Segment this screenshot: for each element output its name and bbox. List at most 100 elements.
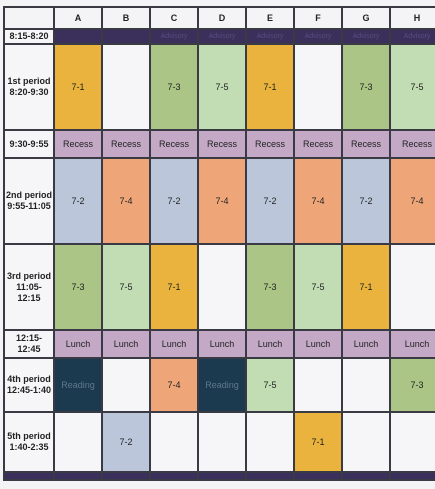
schedule-cell: Reading: [53, 357, 103, 413]
schedule-cell: Lunch: [389, 329, 435, 359]
corner-cell: [3, 6, 55, 30]
schedule-cell: Advisory: [389, 28, 435, 45]
schedule-cell: Recess: [389, 129, 435, 159]
schedule-cell: Recess: [101, 129, 151, 159]
schedule-cell: Lunch: [101, 329, 151, 359]
time-label: 5th period 1:40-2:35: [3, 411, 55, 473]
schedule-cell: 7-4: [197, 157, 247, 245]
schedule-cell: 7-1: [341, 243, 391, 331]
schedule-cell: [197, 411, 247, 473]
schedule-cell: Lunch: [245, 329, 295, 359]
recess-row: 9:30-9:55 Recess Recess Recess Recess Re…: [3, 129, 435, 159]
second-period-row: 2nd period 9:55-11:05 7-2 7-4 7-2 7-4 7-2…: [3, 157, 435, 245]
first-period-row: 1st period 8:20-9:30 7-1 7-3 7-5 7-1 7-3 …: [3, 43, 435, 131]
time-label: 12:15-12:45: [3, 329, 55, 359]
schedule-cell: 7-2: [149, 157, 199, 245]
lunch-row: 12:15-12:45 Lunch Lunch Lunch Lunch Lunc…: [3, 329, 435, 359]
schedule-cell: 7-2: [53, 157, 103, 245]
column-header-f: F: [293, 6, 343, 30]
schedule-cell: Advisory: [245, 28, 295, 45]
schedule-cell: 7-1: [53, 43, 103, 131]
schedule-cell: Recess: [245, 129, 295, 159]
schedule-cell: 7-3: [53, 243, 103, 331]
column-header-b: B: [101, 6, 151, 30]
time-label: 1st period 8:20-9:30: [3, 43, 55, 131]
fifth-period-row: 5th period 1:40-2:35 7-2 7-1: [3, 411, 435, 473]
schedule-cell: Recess: [197, 129, 247, 159]
band-cell: [3, 471, 55, 481]
schedule-cell: 7-3: [149, 43, 199, 131]
schedule-cell: 7-2: [101, 411, 151, 473]
schedule-cell: Lunch: [197, 329, 247, 359]
schedule-cell: [101, 43, 151, 131]
time-label: 2nd period 9:55-11:05: [3, 157, 55, 245]
schedule-cell: Advisory: [197, 28, 247, 45]
schedule-cell: 7-5: [245, 357, 295, 413]
schedule-cell: 7-4: [389, 157, 435, 245]
band-cell: [53, 471, 103, 481]
schedule-cell: Recess: [149, 129, 199, 159]
schedule-cell: Lunch: [341, 329, 391, 359]
schedule-cell: [293, 43, 343, 131]
band-cell: [149, 471, 199, 481]
schedule-cell: 7-5: [389, 43, 435, 131]
schedule-cell: Lunch: [293, 329, 343, 359]
schedule-cell: [389, 411, 435, 473]
schedule-cell: 7-1: [293, 411, 343, 473]
schedule-cell: Lunch: [149, 329, 199, 359]
band-cell: [197, 471, 247, 481]
schedule-cell: [197, 243, 247, 331]
time-label: 4th period 12:45-1:40: [3, 357, 55, 413]
third-period-row: 3rd period 11:05-12:15 7-3 7-5 7-1 7-3 7-…: [3, 243, 435, 331]
bottom-band-row: [3, 471, 435, 481]
schedule-cell: [101, 28, 151, 45]
column-header-g: G: [341, 6, 391, 30]
column-header-c: C: [149, 6, 199, 30]
schedule-cell: Advisory: [149, 28, 199, 45]
schedule-cell: 7-2: [245, 157, 295, 245]
advisory-row: 8:15-8:20 Advisory Advisory Advisory Adv…: [3, 28, 435, 45]
schedule-cell: Recess: [53, 129, 103, 159]
schedule-cell: 7-4: [101, 157, 151, 245]
band-cell: [341, 471, 391, 481]
schedule-cell: [101, 357, 151, 413]
schedule-cell: Advisory: [293, 28, 343, 45]
schedule-table: A B C D E F G H 8:15-8:20 Advisory Advis…: [3, 6, 435, 481]
schedule-cell: 7-4: [293, 157, 343, 245]
schedule-cell: [341, 411, 391, 473]
schedule-cell: 7-2: [341, 157, 391, 245]
schedule-cell: Recess: [293, 129, 343, 159]
header-row: A B C D E F G H: [3, 6, 435, 30]
column-header-d: D: [197, 6, 247, 30]
schedule-cell: 7-1: [149, 243, 199, 331]
column-header-a: A: [53, 6, 103, 30]
column-header-e: E: [245, 6, 295, 30]
time-label: 8:15-8:20: [3, 28, 55, 45]
schedule-cell: Advisory: [341, 28, 391, 45]
schedule-cell: [341, 357, 391, 413]
band-cell: [101, 471, 151, 481]
schedule-cell: 7-3: [341, 43, 391, 131]
time-label: 3rd period 11:05-12:15: [3, 243, 55, 331]
schedule-cell: [149, 411, 199, 473]
schedule-cell: Lunch: [53, 329, 103, 359]
band-cell: [389, 471, 435, 481]
schedule-cell: Recess: [341, 129, 391, 159]
column-header-h: H: [389, 6, 435, 30]
schedule-cell: 7-5: [101, 243, 151, 331]
schedule-cell: [245, 411, 295, 473]
fourth-period-row: 4th period 12:45-1:40 Reading 7-4 Reading…: [3, 357, 435, 413]
band-cell: [245, 471, 295, 481]
schedule-cell: 7-5: [293, 243, 343, 331]
band-cell: [293, 471, 343, 481]
schedule-cell: [389, 243, 435, 331]
time-label: 9:30-9:55: [3, 129, 55, 159]
schedule-cell: 7-1: [245, 43, 295, 131]
schedule-cell: 7-5: [197, 43, 247, 131]
schedule-cell: 7-4: [149, 357, 199, 413]
schedule-cell: 7-3: [389, 357, 435, 413]
schedule-cell: 7-3: [245, 243, 295, 331]
schedule-cell: [293, 357, 343, 413]
schedule-cell: [53, 411, 103, 473]
